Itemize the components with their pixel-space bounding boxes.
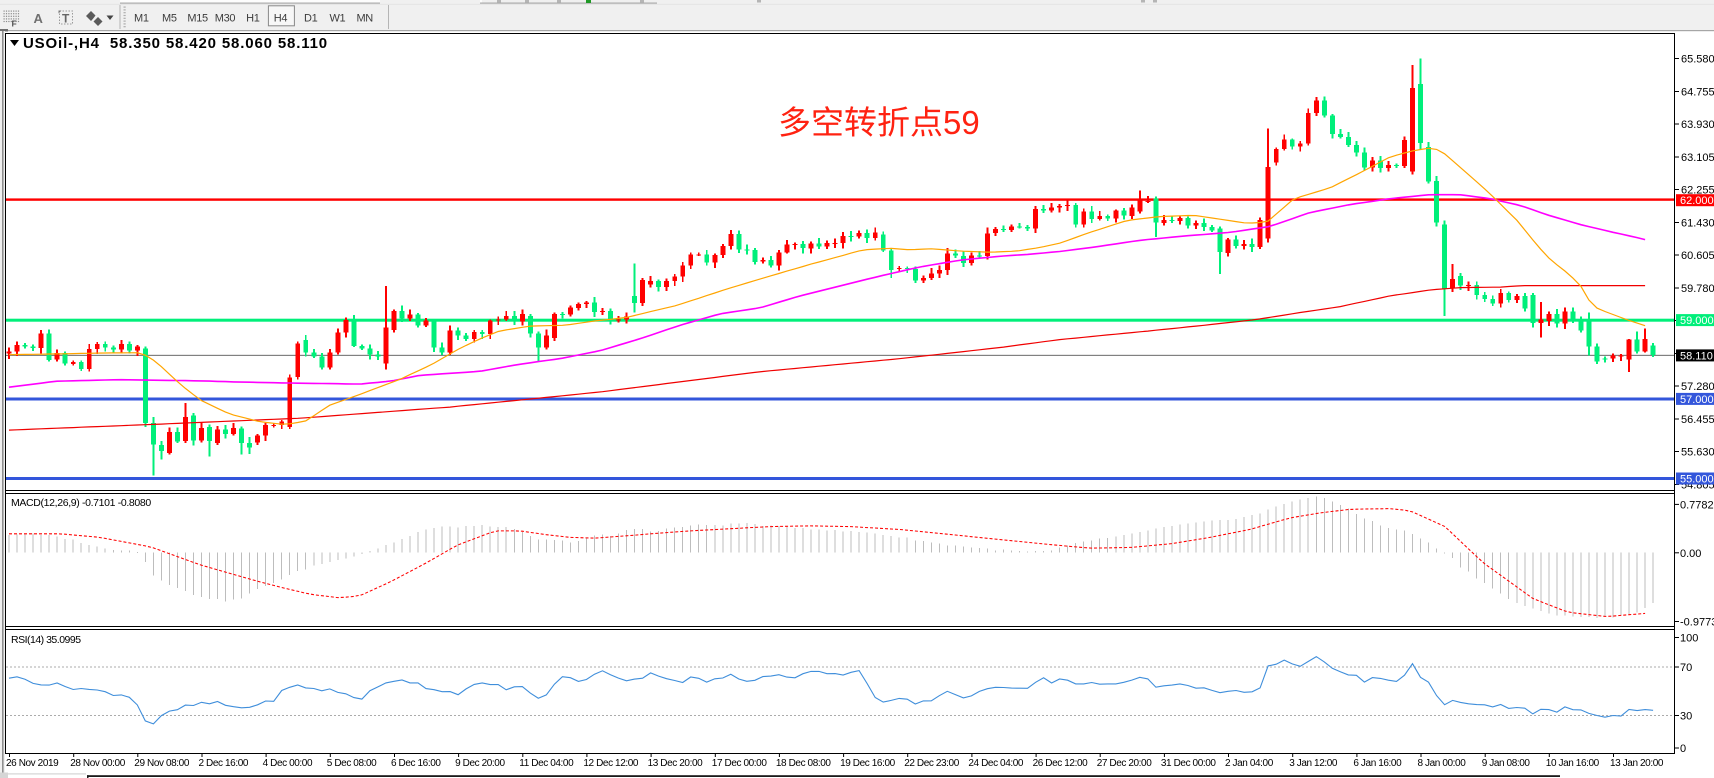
svg-text:55.630: 55.630	[1681, 447, 1714, 459]
svg-text:H4: H4	[274, 13, 288, 25]
svg-text:26 Nov 2019: 26 Nov 2019	[6, 758, 59, 769]
svg-text:26 Dec 12:00: 26 Dec 12:00	[1033, 758, 1089, 769]
svg-text:M30: M30	[215, 13, 236, 25]
svg-text:57.000: 57.000	[1680, 394, 1714, 406]
svg-text:60.605: 60.605	[1681, 250, 1714, 262]
svg-text:31 Dec 00:00: 31 Dec 00:00	[1161, 758, 1217, 769]
svg-text:0.7782: 0.7782	[1680, 499, 1714, 511]
svg-text:61.430: 61.430	[1681, 217, 1714, 229]
svg-text:H1: H1	[246, 13, 260, 25]
svg-text:62.000: 62.000	[1680, 195, 1714, 207]
svg-text:0: 0	[1680, 743, 1686, 755]
svg-text:27 Dec 20:00: 27 Dec 20:00	[1097, 758, 1153, 769]
svg-text:-0.9773: -0.9773	[1680, 617, 1714, 629]
svg-text:24 Dec 04:00: 24 Dec 04:00	[968, 758, 1024, 769]
svg-text:6 Jan 16:00: 6 Jan 16:00	[1353, 758, 1402, 769]
svg-text:M5: M5	[162, 13, 177, 25]
svg-text:63.105: 63.105	[1681, 152, 1714, 164]
svg-text:10 Jan 16:00: 10 Jan 16:00	[1546, 758, 1600, 769]
svg-text:T: T	[62, 12, 70, 26]
svg-text:70: 70	[1680, 662, 1692, 674]
svg-text:64.755: 64.755	[1681, 86, 1714, 98]
svg-text:62.255: 62.255	[1681, 185, 1714, 197]
svg-text:17 Dec 00:00: 17 Dec 00:00	[712, 758, 768, 769]
svg-text:29 Nov 08:00: 29 Nov 08:00	[134, 758, 190, 769]
svg-text:13 Jan 20:00: 13 Jan 20:00	[1610, 758, 1664, 769]
svg-text:4 Dec 00:00: 4 Dec 00:00	[263, 758, 313, 769]
svg-text:A: A	[34, 11, 44, 26]
svg-text:57.280: 57.280	[1681, 381, 1714, 393]
svg-text:0.00: 0.00	[1680, 548, 1701, 560]
svg-text:22 Dec 23:00: 22 Dec 23:00	[904, 758, 960, 769]
svg-text:USOil-,H4 58.350 58.420 58.06: USOil-,H4 58.350 58.420 58.060 58.110	[23, 35, 328, 52]
svg-text:13 Dec 20:00: 13 Dec 20:00	[648, 758, 704, 769]
svg-text:6 Dec 16:00: 6 Dec 16:00	[391, 758, 441, 769]
svg-text:2 Dec 16:00: 2 Dec 16:00	[199, 758, 249, 769]
svg-text:12 Dec 12:00: 12 Dec 12:00	[583, 758, 639, 769]
svg-text:3 Jan 12:00: 3 Jan 12:00	[1289, 758, 1338, 769]
svg-text:RSI(14) 35.0995: RSI(14) 35.0995	[11, 634, 81, 646]
svg-text:9 Dec 20:00: 9 Dec 20:00	[455, 758, 505, 769]
svg-text:55.000: 55.000	[1680, 474, 1714, 486]
svg-text:100: 100	[1680, 633, 1698, 645]
svg-text:28 Nov 00:00: 28 Nov 00:00	[70, 758, 126, 769]
svg-text:9 Jan 08:00: 9 Jan 08:00	[1482, 758, 1531, 769]
svg-text:MACD(12,26,9) -0.7101 -0.8080: MACD(12,26,9) -0.7101 -0.8080	[11, 497, 151, 509]
svg-text:58.110: 58.110	[1680, 350, 1713, 362]
svg-text:M1: M1	[134, 13, 149, 25]
svg-text:30: 30	[1680, 711, 1692, 723]
svg-text:65.580: 65.580	[1681, 54, 1714, 66]
svg-text:59.000: 59.000	[1680, 315, 1714, 327]
svg-text:11 Dec 04:00: 11 Dec 04:00	[519, 758, 574, 769]
svg-text:63.930: 63.930	[1681, 119, 1714, 131]
svg-text:M15: M15	[187, 13, 208, 25]
svg-text:W1: W1	[329, 13, 345, 25]
svg-text:5 Dec 08:00: 5 Dec 08:00	[327, 758, 377, 769]
svg-text:59: 59	[943, 104, 980, 141]
svg-text:MN: MN	[356, 13, 373, 25]
svg-text:D1: D1	[304, 13, 318, 25]
svg-text:8 Jan 00:00: 8 Jan 00:00	[1418, 758, 1467, 769]
svg-text:19 Dec 16:00: 19 Dec 16:00	[840, 758, 896, 769]
svg-text:18 Dec 08:00: 18 Dec 08:00	[776, 758, 832, 769]
svg-text:56.455: 56.455	[1681, 414, 1714, 426]
svg-text:2 Jan 04:00: 2 Jan 04:00	[1225, 758, 1274, 769]
svg-text:F: F	[12, 19, 17, 29]
svg-text:59.780: 59.780	[1681, 283, 1714, 295]
